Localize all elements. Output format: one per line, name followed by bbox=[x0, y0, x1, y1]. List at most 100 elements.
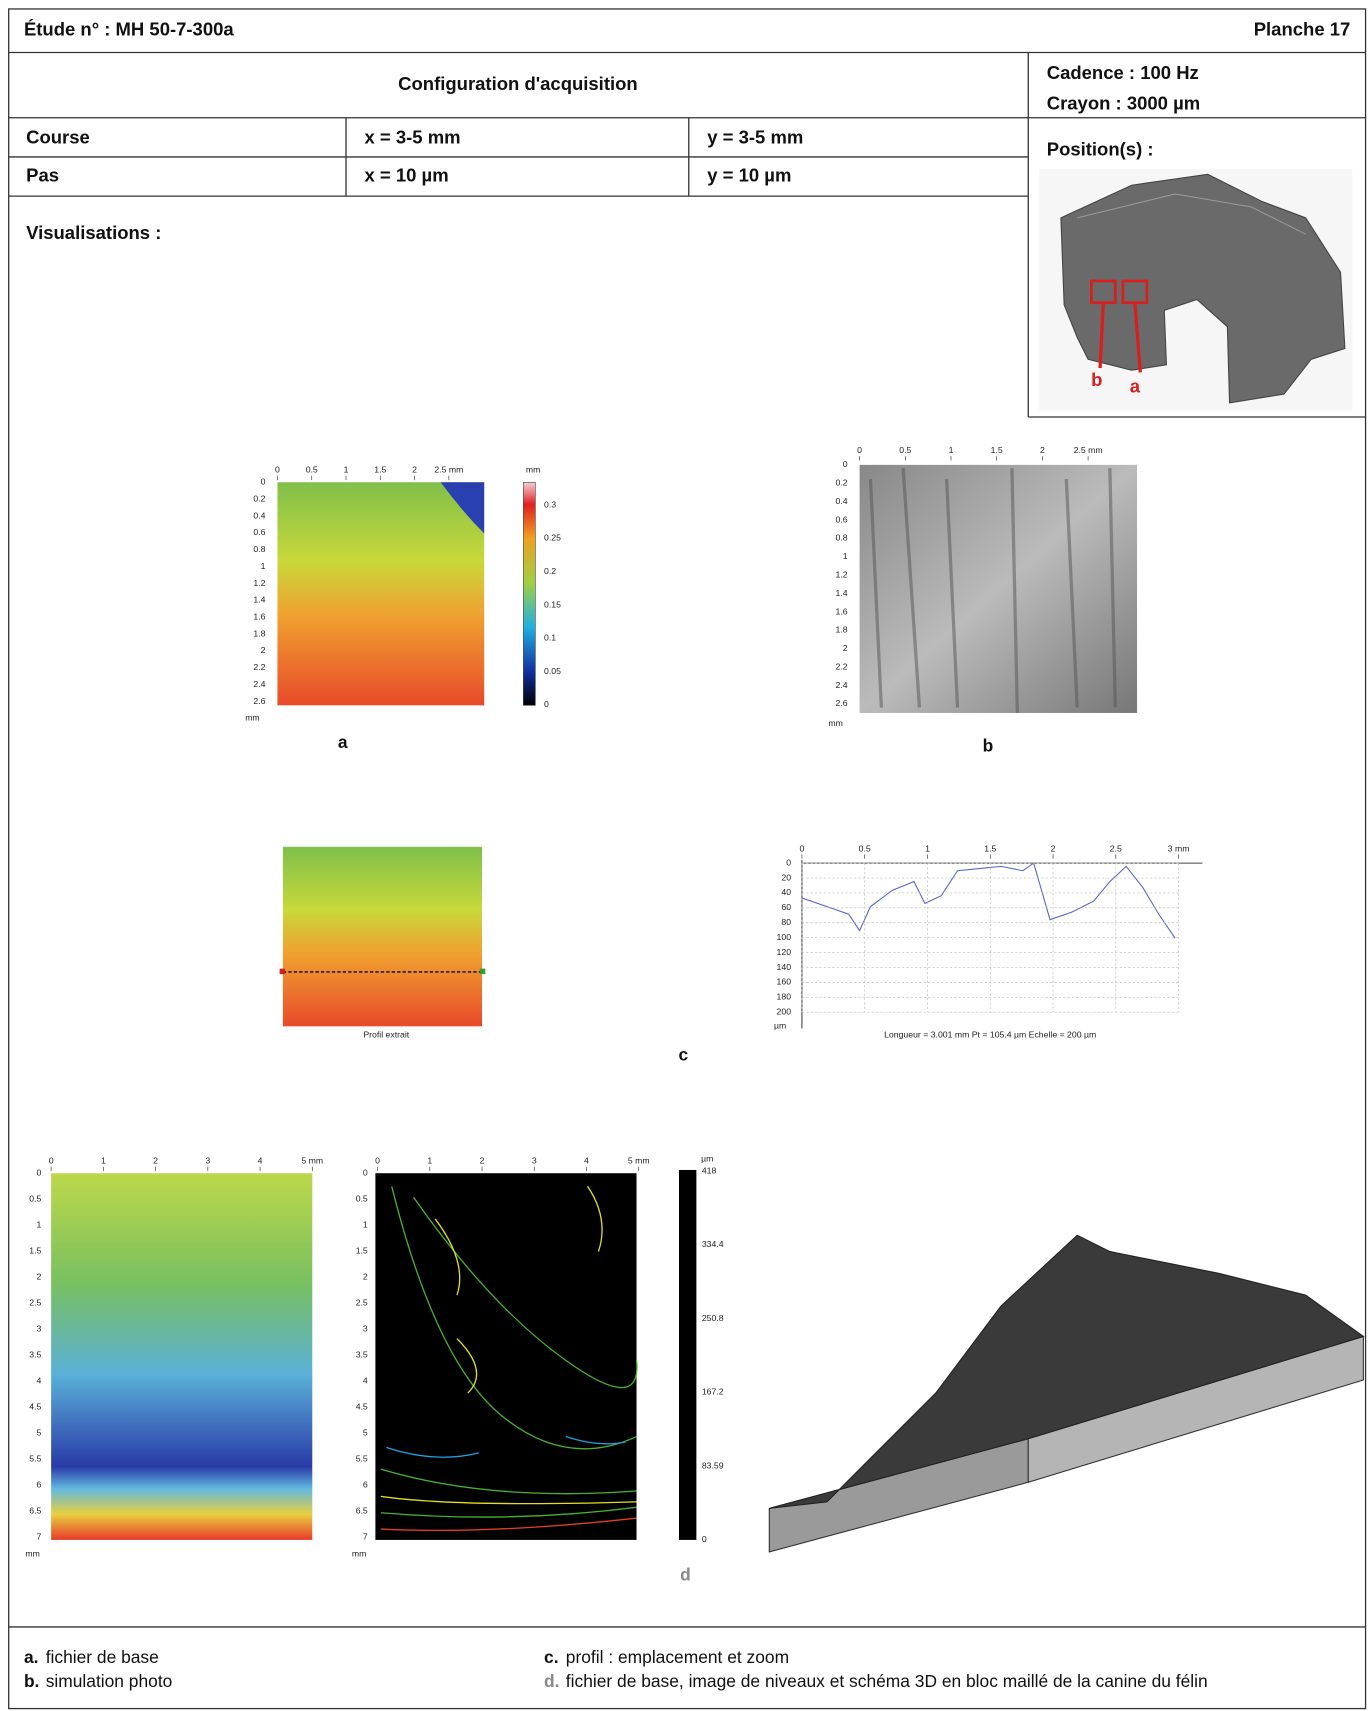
caption: b bbox=[983, 735, 994, 755]
cell: Course bbox=[26, 126, 90, 147]
x-tick-label: 0.5 bbox=[306, 465, 318, 475]
y-tick-label: 1.2 bbox=[253, 578, 265, 588]
legend-text: fichier de base bbox=[46, 1647, 159, 1667]
x-tick-label: 1 bbox=[101, 1156, 106, 1166]
y-tick-label: 160 bbox=[777, 977, 792, 987]
y-tick-label: 0.8 bbox=[836, 533, 848, 543]
panel-images bbox=[51, 464, 1365, 1553]
x-tick-label: 1 bbox=[344, 465, 349, 475]
stylus: Crayon : 3000 µm bbox=[1047, 93, 1200, 114]
y-tick-label: 3.5 bbox=[356, 1350, 368, 1360]
y-tick-label: 0 bbox=[843, 459, 848, 469]
y-tick-label: 7 bbox=[363, 1532, 368, 1542]
x-tick-label: 2 bbox=[480, 1156, 485, 1166]
x-tick-label: 2.5 mm bbox=[1074, 445, 1103, 455]
y-tick-label: 5 bbox=[363, 1428, 368, 1438]
y-tick-label: 0 bbox=[363, 1168, 368, 1178]
y-tick-label: 1.5 bbox=[29, 1246, 41, 1256]
y-tick-label: 83.59 bbox=[702, 1460, 724, 1470]
y-tick-label: 0.8 bbox=[253, 544, 265, 554]
y-tick-label: 2.6 bbox=[836, 698, 848, 708]
y-tick-label: 250.8 bbox=[702, 1313, 724, 1323]
y-tick-label: 2 bbox=[261, 645, 266, 655]
cell: y = 10 µm bbox=[707, 164, 791, 185]
y-tick-label: 80 bbox=[781, 917, 791, 927]
x-tick-label: 0 bbox=[800, 843, 805, 853]
y-tick-label: 6 bbox=[363, 1480, 368, 1490]
position-photo bbox=[1039, 168, 1353, 411]
y-tick-label: 2 bbox=[363, 1272, 368, 1282]
y-tick-label: 0.3 bbox=[544, 499, 556, 509]
profile-footer: Longueur = 3.001 mm Pt = 105.4 µm Echell… bbox=[884, 1029, 1096, 1039]
legend-key: c. bbox=[544, 1647, 559, 1667]
y-tick-label: 4.5 bbox=[356, 1402, 368, 1412]
legend-text: fichier de base, image de niveaux et sch… bbox=[566, 1671, 1208, 1691]
y-tick-label: 120 bbox=[777, 947, 792, 957]
x-tick-label: 1 bbox=[949, 445, 954, 455]
y-tick-label: 4 bbox=[37, 1376, 42, 1386]
y-tick-label: 20 bbox=[781, 872, 791, 882]
y-tick-label: 1.8 bbox=[836, 625, 848, 635]
y-tick-label: 0.4 bbox=[253, 510, 265, 520]
y-tick-label: 418 bbox=[702, 1165, 717, 1175]
y-tick-label: 0.2 bbox=[836, 478, 848, 488]
y-tick-label: 0 bbox=[544, 699, 549, 709]
visualisations-title: Visualisations : bbox=[26, 222, 161, 243]
y-tick-label: 1.4 bbox=[836, 588, 848, 598]
y-tick-label: 200 bbox=[777, 1006, 792, 1016]
y-tick-label: 0.1 bbox=[544, 633, 556, 643]
y-tick-label: 40 bbox=[781, 887, 791, 897]
cell: x = 10 µm bbox=[365, 164, 449, 185]
y-tick-label: 0.2 bbox=[544, 566, 556, 576]
y-tick-label: 3.5 bbox=[29, 1350, 41, 1360]
y-tick-label: 167.2 bbox=[702, 1387, 724, 1397]
x-tick-label: 2 bbox=[1051, 843, 1056, 853]
x-tick-label: 1.5 bbox=[984, 843, 996, 853]
legend-key: b. bbox=[24, 1671, 39, 1691]
x-tick-label: 0.5 bbox=[859, 843, 871, 853]
y-tick-label: 2.4 bbox=[836, 680, 848, 690]
unit: mm bbox=[245, 713, 259, 723]
y-tick-label: 4.5 bbox=[29, 1402, 41, 1412]
y-tick-label: 5.5 bbox=[356, 1454, 368, 1464]
y-tick-label: 0.2 bbox=[253, 493, 265, 503]
y-tick-label: 0.25 bbox=[544, 533, 561, 543]
x-tick-label: 4 bbox=[258, 1156, 263, 1166]
unit: mm bbox=[352, 1548, 366, 1558]
y-tick-label: 60 bbox=[781, 902, 791, 912]
unit: µm bbox=[774, 1021, 786, 1031]
plate: Planche 17 bbox=[1254, 19, 1351, 40]
y-tick-label: 1.4 bbox=[253, 595, 265, 605]
y-tick-label: 0.6 bbox=[836, 514, 848, 524]
y-tick-label: 0 bbox=[261, 477, 266, 487]
caption: d bbox=[680, 1564, 691, 1584]
x-tick-label: 5 mm bbox=[301, 1156, 323, 1166]
marker: b bbox=[1091, 369, 1102, 390]
unit: mm bbox=[828, 718, 842, 728]
y-tick-label: 3 bbox=[37, 1324, 42, 1334]
y-tick-label: 1.2 bbox=[836, 570, 848, 580]
map-label: Profil extrait bbox=[363, 1029, 409, 1039]
y-tick-label: 334.4 bbox=[702, 1239, 724, 1249]
x-tick-label: 3 mm bbox=[1168, 843, 1190, 853]
legend-text: simulation photo bbox=[46, 1671, 173, 1691]
y-tick-label: 1.8 bbox=[253, 628, 265, 638]
y-tick-label: 1.6 bbox=[836, 606, 848, 616]
positions-title: Position(s) : bbox=[1047, 138, 1154, 159]
y-tick-label: 6.5 bbox=[356, 1506, 368, 1516]
x-tick-label: 0.5 bbox=[899, 445, 911, 455]
x-tick-label: 3 bbox=[205, 1156, 210, 1166]
cell: Pas bbox=[26, 164, 59, 185]
legend-text: profil : emplacement et zoom bbox=[566, 1647, 789, 1667]
y-tick-label: 0.6 bbox=[253, 527, 265, 537]
y-tick-label: 5 bbox=[37, 1428, 42, 1438]
x-tick-label: 2 bbox=[153, 1156, 158, 1166]
y-tick-label: 5.5 bbox=[29, 1454, 41, 1464]
x-tick-label: 0 bbox=[375, 1156, 380, 1166]
x-tick-label: 3 bbox=[532, 1156, 537, 1166]
unit: mm bbox=[25, 1548, 39, 1558]
y-tick-label: 0.5 bbox=[356, 1194, 368, 1204]
y-tick-label: 1 bbox=[843, 551, 848, 561]
y-tick-label: 2 bbox=[37, 1272, 42, 1282]
x-tick-label: 0 bbox=[49, 1156, 54, 1166]
